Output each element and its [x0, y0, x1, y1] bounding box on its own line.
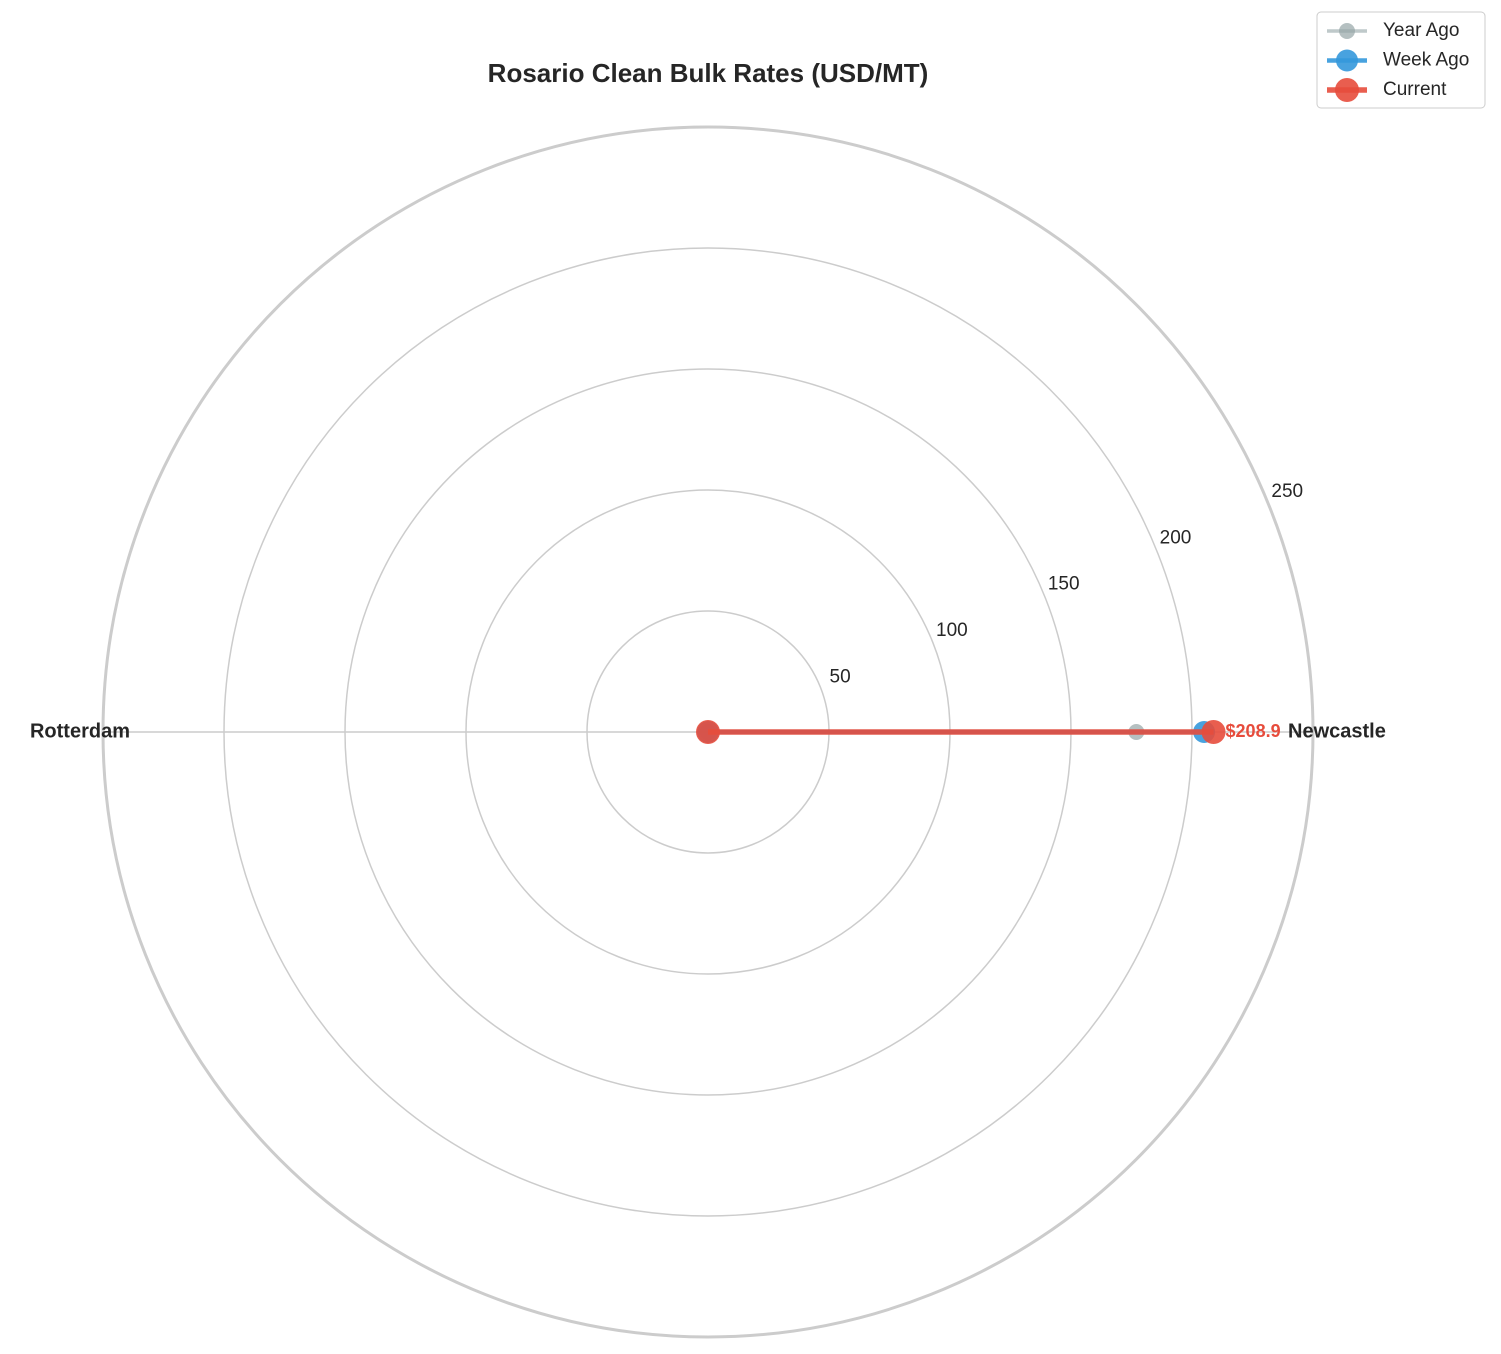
- r-tick-label: 100: [936, 620, 968, 641]
- legend-marker: [1339, 23, 1355, 39]
- category-label: Newcastle: [1288, 720, 1386, 742]
- legend-box: [1316, 11, 1486, 109]
- r-tick-label: 250: [1271, 481, 1303, 502]
- legend-marker: [1336, 49, 1358, 72]
- r-tick-label: 150: [1048, 574, 1080, 595]
- legend-label: Current: [1383, 79, 1447, 100]
- legend-marker: [1335, 78, 1359, 102]
- r-tick-label: 50: [830, 666, 851, 687]
- legend-label: Week Ago: [1383, 50, 1469, 71]
- category-label: Rotterdam: [30, 720, 130, 742]
- marker: [696, 720, 720, 744]
- legend-label: Year Ago: [1383, 20, 1459, 41]
- value-label: $208.9: [1226, 721, 1281, 741]
- chart-title: Rosario Clean Bulk Rates (USD/MT): [488, 58, 929, 88]
- marker: [1201, 720, 1226, 744]
- r-tick-label: 200: [1160, 527, 1192, 548]
